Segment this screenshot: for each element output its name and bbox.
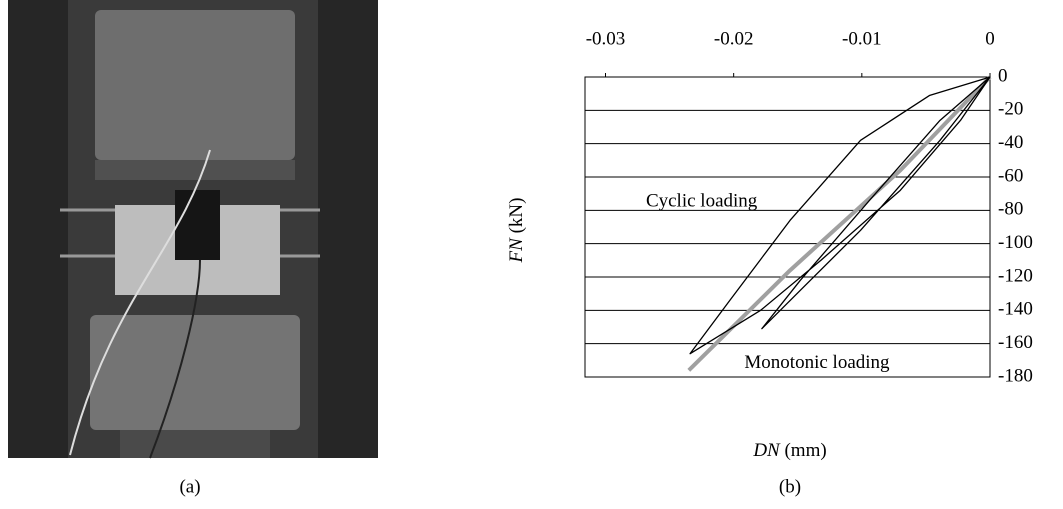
- y-tick-label: -140: [998, 299, 1033, 320]
- photo-caption: (a): [179, 476, 200, 497]
- y-axis-symbol: FN: [506, 237, 527, 264]
- y-tick-label: -60: [998, 165, 1023, 186]
- annotation: Monotonic loading: [744, 352, 890, 373]
- y-tick-label: -80: [998, 199, 1023, 220]
- y-tick-label: -100: [998, 232, 1033, 253]
- data-line: [690, 77, 990, 354]
- y-tick-label: 0: [998, 65, 1008, 86]
- x-tick-label: 0: [985, 28, 995, 49]
- x-tick-label: -0.02: [714, 28, 754, 49]
- x-axis-unit: (mm): [784, 440, 826, 461]
- annotation: Cyclic loading: [646, 190, 758, 211]
- y-axis-unit: (kN): [506, 198, 527, 234]
- y-tick-label: -180: [998, 365, 1033, 386]
- y-tick-label: -40: [998, 132, 1023, 153]
- x-axis-symbol: DN: [752, 440, 781, 461]
- figure: (a) (b) DN (mm) FN (kN) 0 -20 -40 -60 -80 -10…: [0, 0, 1063, 504]
- x-tick-label: -0.01: [842, 28, 882, 49]
- chart-caption: (b): [779, 476, 801, 497]
- y-axis-label: FN (kN): [506, 198, 527, 264]
- y-tick-label: -160: [998, 332, 1033, 353]
- plot-frame: [585, 77, 990, 377]
- x-tick-label: -0.03: [586, 28, 626, 49]
- y-tick-label: -120: [998, 265, 1033, 286]
- x-axis-label: DN (mm): [752, 440, 826, 461]
- y-tick-label: -20: [998, 99, 1023, 120]
- photo: [8, 0, 378, 458]
